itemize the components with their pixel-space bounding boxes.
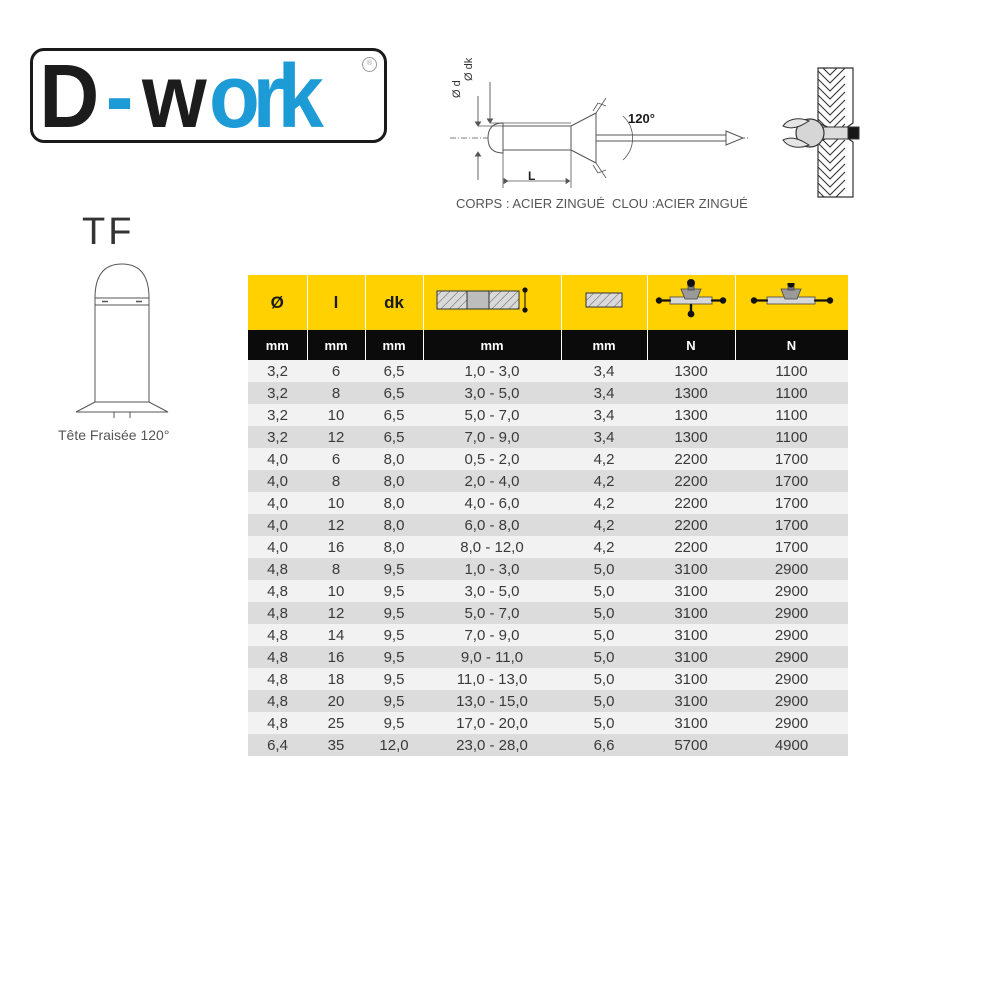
svg-text:Ø dk: Ø dk bbox=[463, 58, 475, 81]
svg-text:Ø d: Ø d bbox=[451, 80, 463, 98]
svg-text:120°: 120° bbox=[628, 111, 655, 126]
svg-text:D - w: D - w ork bbox=[39, 51, 325, 146]
svg-text:L: L bbox=[528, 169, 535, 183]
